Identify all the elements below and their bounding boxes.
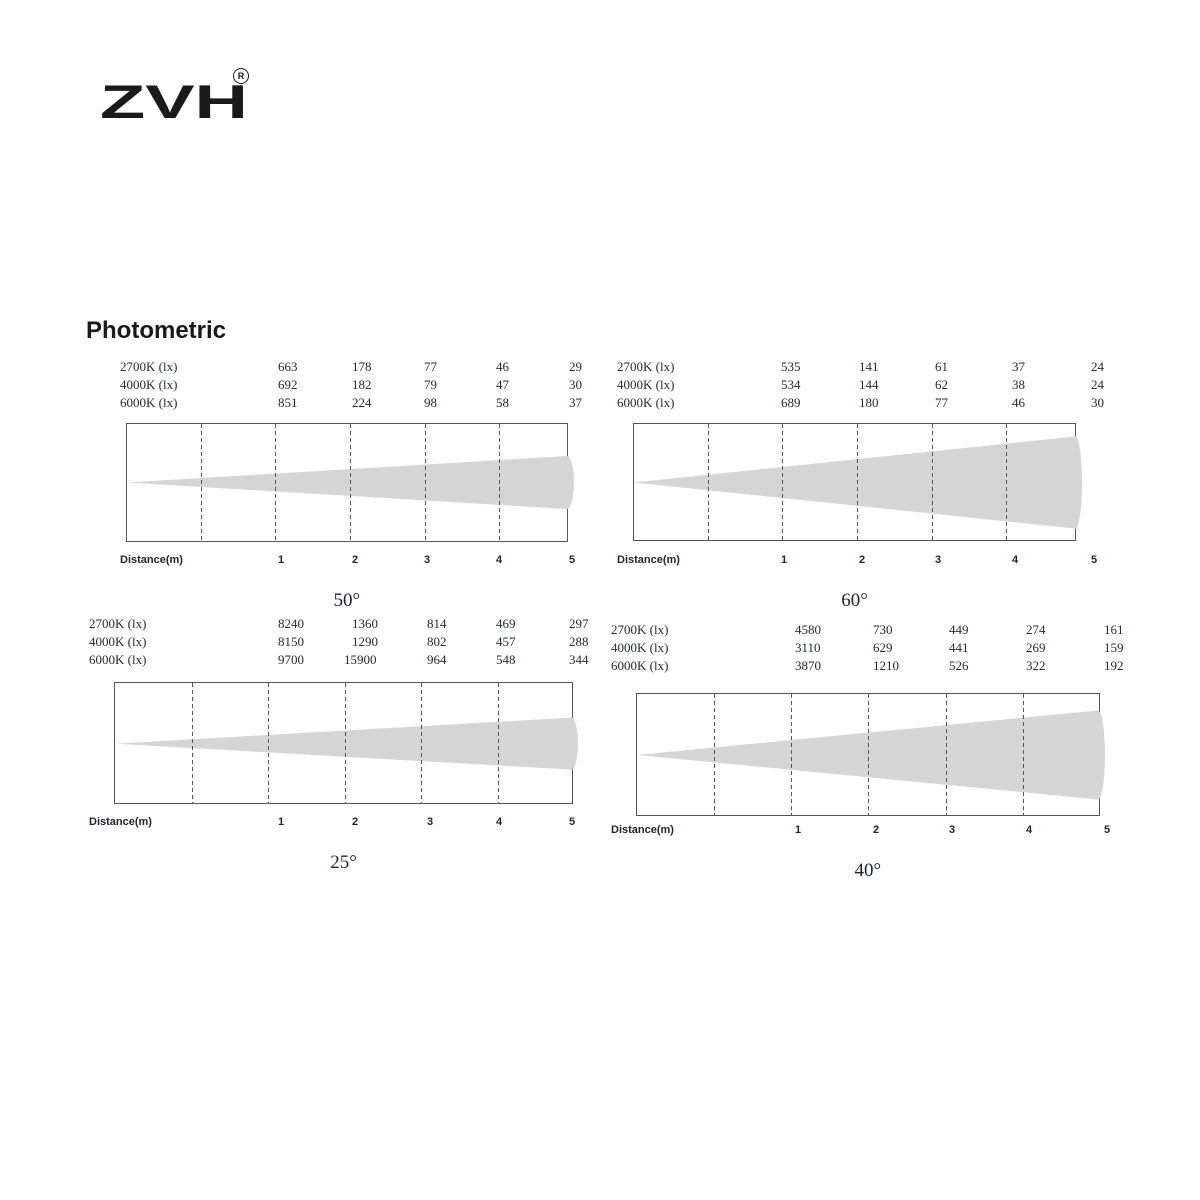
svg-text:ZVH: ZVH — [100, 75, 248, 128]
